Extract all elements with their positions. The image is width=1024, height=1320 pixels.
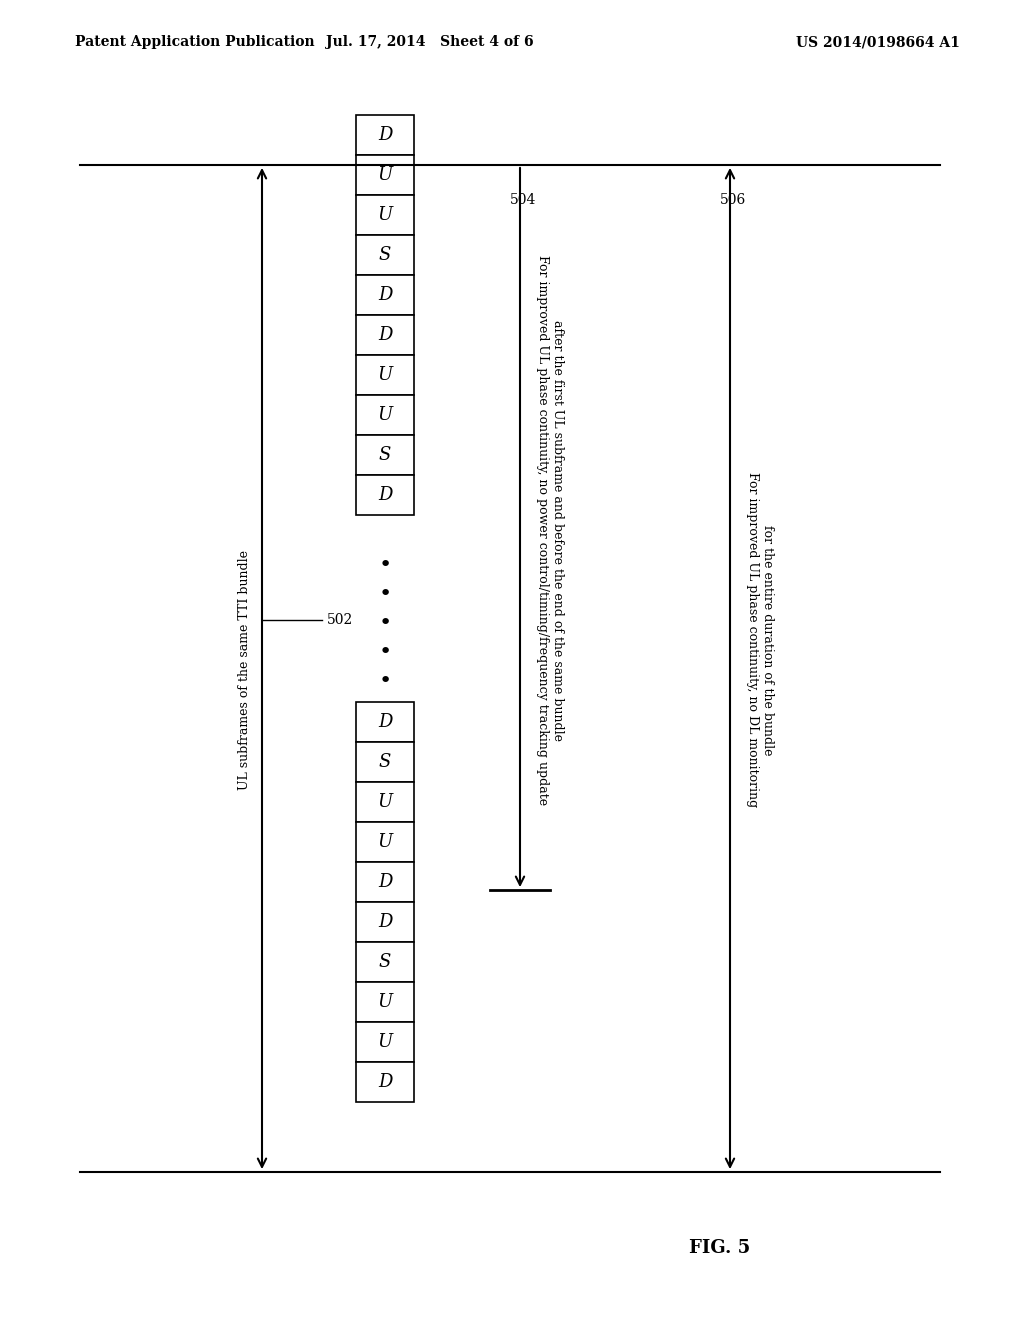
Bar — [356, 355, 414, 395]
Bar — [356, 781, 414, 822]
Bar — [356, 195, 414, 235]
Text: U: U — [378, 833, 392, 851]
Text: U: U — [378, 1034, 392, 1051]
Text: Jul. 17, 2014   Sheet 4 of 6: Jul. 17, 2014 Sheet 4 of 6 — [327, 36, 534, 49]
Text: •: • — [379, 554, 391, 576]
Bar — [356, 1022, 414, 1063]
Bar — [356, 115, 414, 154]
Bar — [356, 902, 414, 942]
Text: D: D — [378, 873, 392, 891]
Bar — [356, 315, 414, 355]
Bar — [356, 822, 414, 862]
Text: •: • — [379, 612, 391, 634]
Bar — [356, 235, 414, 275]
Bar — [356, 436, 414, 475]
Text: •: • — [379, 671, 391, 690]
Bar — [356, 702, 414, 742]
Text: D: D — [378, 713, 392, 731]
Bar — [356, 1063, 414, 1102]
Text: UL subframes of the same TTI bundle: UL subframes of the same TTI bundle — [238, 550, 251, 789]
Bar — [356, 742, 414, 781]
Text: D: D — [378, 1073, 392, 1092]
Text: U: U — [378, 993, 392, 1011]
Bar — [356, 942, 414, 982]
Text: For improved UL phase continuity, no power control/timing/frequency tracking upd: For improved UL phase continuity, no pow… — [536, 255, 549, 805]
Text: US 2014/0198664 A1: US 2014/0198664 A1 — [796, 36, 961, 49]
Text: U: U — [378, 407, 392, 424]
Text: S: S — [379, 752, 391, 771]
Text: S: S — [379, 446, 391, 465]
Bar — [356, 154, 414, 195]
Bar — [356, 862, 414, 902]
Text: 504: 504 — [510, 193, 537, 207]
Text: •: • — [379, 642, 391, 663]
Text: S: S — [379, 246, 391, 264]
Text: Patent Application Publication: Patent Application Publication — [75, 36, 314, 49]
Bar — [356, 395, 414, 436]
Text: U: U — [378, 206, 392, 224]
Text: D: D — [378, 486, 392, 504]
Text: •: • — [379, 583, 391, 605]
Bar — [356, 982, 414, 1022]
Text: U: U — [378, 366, 392, 384]
Text: For improved UL phase continuity, no DL monitoring: For improved UL phase continuity, no DL … — [745, 473, 759, 808]
Text: D: D — [378, 326, 392, 345]
Text: D: D — [378, 286, 392, 304]
Text: FIG. 5: FIG. 5 — [689, 1239, 751, 1257]
Text: D: D — [378, 125, 392, 144]
Text: after the first UL subframe and before the end of the same bundle: after the first UL subframe and before t… — [552, 319, 564, 741]
Bar — [356, 475, 414, 515]
Text: for the entire duration of the bundle: for the entire duration of the bundle — [762, 525, 774, 755]
Bar — [356, 275, 414, 315]
Text: 506: 506 — [720, 193, 746, 207]
Text: U: U — [378, 166, 392, 183]
Text: D: D — [378, 913, 392, 931]
Text: 502: 502 — [327, 612, 353, 627]
Text: U: U — [378, 793, 392, 810]
Text: S: S — [379, 953, 391, 972]
